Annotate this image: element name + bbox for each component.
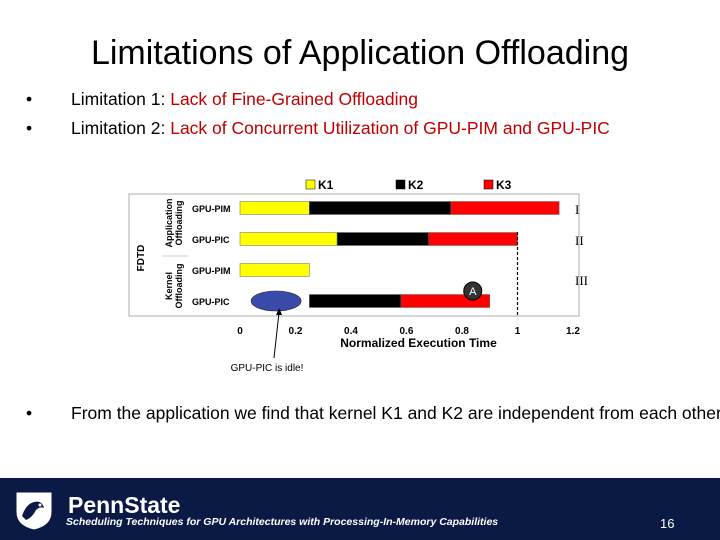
group-label-application-offloading: ApplicationOffloading [164, 199, 184, 248]
bar-k1-row-3 [239, 263, 310, 277]
idle-marker-ellipse [250, 290, 302, 312]
x-axis-label: Normalized Execution Time [340, 336, 497, 350]
plot-frame [128, 193, 580, 317]
x-tick-label: 0.6 [400, 326, 414, 337]
x-tick-label: 0.2 [289, 326, 303, 337]
legend-label-k2: K2 [408, 178, 424, 192]
bullet-list: • Limitation 1: Lack of Fine-Grained Off… [26, 88, 676, 146]
page-number: 16 [660, 516, 675, 531]
bullet-independence: • From the application we find that kern… [26, 401, 720, 425]
x-tick-label: 1.2 [566, 326, 580, 337]
roman-label-ii: II [575, 233, 584, 248]
bar-k2-row-1 [309, 201, 452, 215]
bar-k1-row-1 [239, 201, 310, 215]
bullet-highlight: Lack of Fine-Grained Offloading [170, 89, 418, 109]
slide-title: Limitations of Application Offloading [90, 34, 630, 72]
bullet-prefix: Limitation 2: [71, 118, 171, 138]
group-label-kernel-offloading: KernelOffloading [164, 264, 184, 309]
bar-k2-row-4 [309, 294, 402, 308]
x-tick-label: 1 [515, 326, 521, 337]
legend-swatch-k2 [395, 179, 406, 190]
bullet-marker: • [26, 89, 33, 109]
roman-label-iii: III [575, 273, 588, 288]
legend-label-k3: K3 [496, 178, 512, 192]
bullet-limitation-1: • Limitation 1: Lack of Fine-Grained Off… [26, 88, 676, 111]
legend-swatch-k3 [483, 179, 494, 190]
bar-k2-row-2 [336, 232, 429, 246]
x-tick-label: 0 [237, 326, 243, 337]
legend-swatch-k1 [305, 179, 316, 190]
footer-bar: PennState Scheduling Techniques for GPU … [0, 478, 720, 540]
bullet-marker: • [26, 118, 33, 138]
idle-arrow-line [273, 311, 280, 359]
group-label-line: Offloading [174, 201, 184, 246]
group-label-line: Offloading [174, 264, 184, 309]
legend-label-k1: K1 [318, 178, 334, 192]
category-label: GPU-PIC [192, 297, 230, 307]
roman-label-i: I [575, 202, 579, 217]
x-tick-label: 0.4 [344, 326, 358, 337]
bullet-highlight: Lack of Concurrent Utilization of GPU-PI… [170, 118, 610, 138]
bullet-text: From the application we find that kernel… [71, 403, 720, 423]
idle-annotation-label: GPU-PIC is idle! [231, 363, 304, 374]
category-label: GPU-PIM [192, 266, 231, 276]
idle-arrow-head [276, 308, 283, 315]
x-tick-label: 0.8 [455, 326, 469, 337]
bar-k3-row-2 [428, 232, 518, 246]
bar-k3-row-1 [450, 201, 560, 215]
execution-time-chart: K1 K2 K3 GPU-PIM GPU-PIC GPU-PIM GPU-PIC Applic… [128, 178, 588, 374]
bullet-limitation-2: • Limitation 2: Lack of Concurrent Utili… [26, 117, 676, 140]
bullet-prefix: Limitation 1: [71, 89, 171, 109]
annotation-marker-a [463, 281, 483, 301]
bar-k1-row-2 [239, 232, 338, 246]
group-label-line: Application [164, 199, 174, 248]
outer-label-fdtd: FDTD [136, 245, 147, 272]
bullet-marker: • [26, 403, 33, 423]
group-label-line: Kernel [164, 272, 174, 300]
category-label: GPU-PIM [192, 204, 231, 214]
footer-brand: PennState [68, 492, 181, 518]
pennstate-shield-icon [15, 491, 53, 531]
annotation-label-a: A [469, 286, 477, 298]
category-label: GPU-PIC [192, 235, 230, 245]
footer-caption: Scheduling Techniques for GPU Architectu… [66, 516, 499, 528]
